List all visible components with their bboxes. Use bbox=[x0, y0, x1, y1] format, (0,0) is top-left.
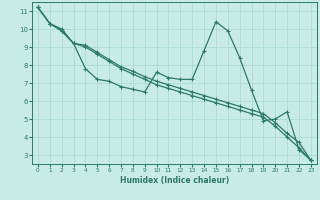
X-axis label: Humidex (Indice chaleur): Humidex (Indice chaleur) bbox=[120, 176, 229, 185]
